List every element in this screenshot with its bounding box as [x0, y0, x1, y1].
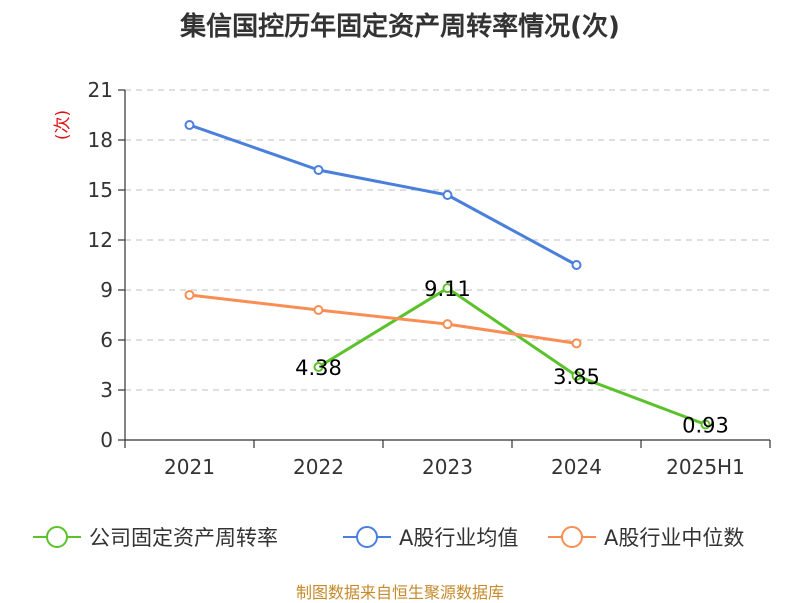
legend-marker-industry-median — [548, 526, 596, 548]
legend-item-industry-mean[interactable]: A股行业均值 — [343, 522, 518, 552]
data-point-industry-median — [442, 319, 453, 330]
legend: 公司固定资产周转率 A股行业均值 A股行业中位数 — [0, 522, 800, 552]
legend-item-industry-median[interactable]: A股行业中位数 — [548, 522, 744, 552]
source-note: 制图数据来自恒生聚源数据库 — [295, 583, 504, 602]
legend-label-industry-median: A股行业中位数 — [604, 526, 745, 550]
legend-label-company: 公司固定资产周转率 — [89, 526, 278, 550]
x-tick-label: 2024 — [551, 455, 602, 479]
data-point-company — [313, 362, 324, 372]
y-tick-label: 6 — [100, 328, 113, 352]
x-tick-label: 2023 — [422, 455, 473, 479]
y-tick-label: 9 — [100, 278, 113, 302]
series-line-company — [317, 286, 707, 426]
data-point-company — [700, 419, 711, 430]
data-label: 0.93 — [682, 414, 729, 438]
y-tick-label: 21 — [88, 78, 113, 102]
data-point-company — [571, 370, 582, 381]
data-point-industry-median — [571, 338, 582, 349]
data-label: 4.38 — [295, 356, 342, 380]
data-point-industry-mean — [313, 165, 324, 175]
x-tick-label: 2021 — [164, 455, 215, 479]
x-tick-label: 2022 — [293, 455, 344, 479]
data-point-industry-mean — [571, 260, 582, 270]
data-point-industry-mean — [442, 190, 453, 200]
series-line-industry-mean — [189, 123, 578, 267]
y-axis-label: (次) — [53, 110, 73, 140]
y-tick-label: 12 — [88, 228, 113, 252]
chart-title: 集信国控历年固定资产周转率情况(次) — [180, 12, 620, 42]
data-point-industry-median — [184, 290, 195, 300]
legend-marker-industry-mean — [343, 526, 391, 548]
x-tick-label: 2025H1 — [666, 455, 745, 479]
y-tick-label: 18 — [88, 128, 113, 152]
y-tick-label: 15 — [88, 178, 113, 202]
data-point-industry-mean — [184, 120, 195, 130]
series-line-industry-median — [189, 293, 577, 345]
legend-item-company[interactable]: 公司固定资产周转率 — [33, 522, 278, 552]
legend-marker-company — [33, 526, 81, 548]
data-point-company — [442, 283, 453, 294]
data-label: 9.11 — [424, 277, 471, 301]
y-tick-label: 0 — [100, 428, 113, 452]
legend-label-industry-mean: A股行业均值 — [399, 526, 519, 550]
data-label: 3.85 — [553, 365, 600, 389]
y-tick-label: 3 — [100, 378, 113, 402]
data-point-industry-median — [313, 305, 324, 315]
